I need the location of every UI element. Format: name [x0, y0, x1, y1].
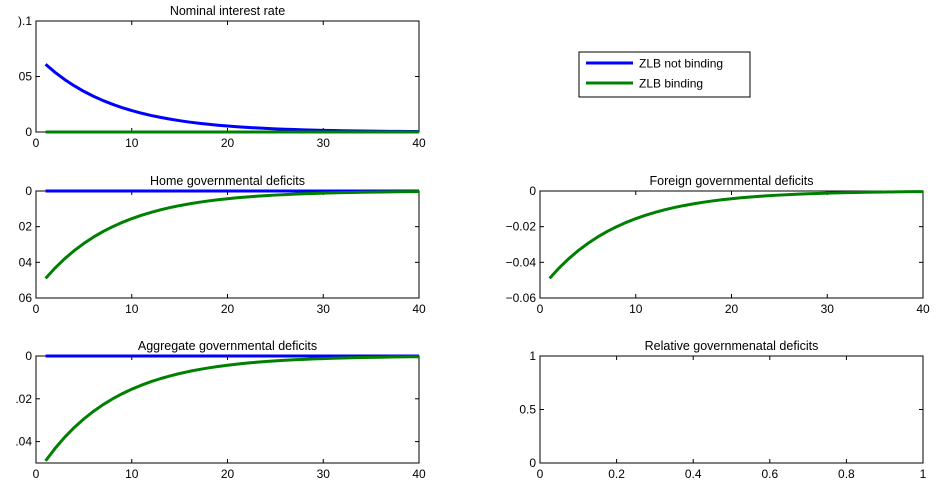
x-tick-label: 20 — [221, 302, 235, 316]
x-tick-label: 0.4 — [685, 467, 702, 481]
x-tick-label: 30 — [317, 302, 331, 316]
x-tick-label: 20 — [725, 302, 739, 316]
x-tick-label: 0 — [537, 302, 544, 316]
y-tick-label: −0.06 — [506, 291, 537, 305]
y-tick-label: ).1 — [18, 14, 32, 28]
x-tick-label: 0.6 — [761, 467, 778, 481]
y-tick-label: −0.04 — [506, 255, 537, 269]
x-tick-label: 20 — [221, 467, 235, 481]
axes-foreign — [539, 190, 924, 299]
x-tick-label: 10 — [125, 302, 139, 316]
panel-title: Nominal interest rate — [170, 4, 285, 18]
y-tick-label: 0 — [25, 184, 32, 198]
series-line-zlb-binding — [44, 190, 420, 280]
panel-aggregate: Aggregate governmental deficits 0 10 20 30 40… — [15, 339, 426, 481]
panel-title: Relative governmenatal deficits — [645, 339, 819, 353]
y-tick-label: 0.5 — [519, 403, 536, 417]
panel-title: Aggregate governmental deficits — [138, 339, 317, 353]
y-tick-label: 0 — [25, 349, 32, 363]
y-tick-label: 0 — [529, 456, 536, 470]
panel-nominal: Nominal interest rate 0 10 20 30 40 0 05 ).1 — [18, 4, 426, 150]
x-tick-label: 30 — [821, 302, 835, 316]
x-tick-label: 0.8 — [838, 467, 855, 481]
y-tick-label: 0 — [25, 125, 32, 139]
panel-title: Foreign governmental deficits — [650, 174, 814, 188]
axes-nominal — [35, 20, 420, 133]
x-tick-label: 30 — [317, 136, 331, 150]
x-tick-label: 40 — [916, 302, 930, 316]
panel-home: Home governmental deficits 0 10 20 30 40 06 04 0… — [19, 174, 426, 316]
x-tick-label: 40 — [412, 136, 426, 150]
x-tick-label: 0.2 — [608, 467, 625, 481]
legend-label-zlb-not-binding: ZLB not binding — [639, 57, 723, 71]
x-tick-label: 20 — [221, 136, 235, 150]
x-tick-label: 0 — [33, 467, 40, 481]
axes-relative — [539, 355, 924, 464]
axes-home — [35, 190, 420, 299]
legend-label-zlb-binding: ZLB binding — [639, 77, 703, 91]
x-tick-label: 0 — [537, 467, 544, 481]
y-tick-label: 06 — [19, 291, 33, 305]
panel-title: Home governmental deficits — [150, 174, 305, 188]
y-tick-label: 04 — [19, 255, 33, 269]
axes-aggregate — [35, 355, 420, 464]
y-tick-label: 05 — [19, 70, 33, 84]
series-line-zlb-binding — [44, 355, 420, 462]
x-tick-label: 40 — [412, 302, 426, 316]
x-tick-label: 0 — [33, 302, 40, 316]
panel-relative: Relative governmenatal deficits 0 0.2 0.4 0.… — [519, 339, 926, 481]
x-tick-label: 10 — [629, 302, 643, 316]
series-line-zlb-binding — [548, 190, 924, 280]
y-tick-label: −0.02 — [506, 220, 537, 234]
panel-foreign: Foreign governmental deficits 0 10 20 30 40 −0… — [506, 174, 930, 316]
x-tick-label: 1 — [920, 467, 927, 481]
x-tick-label: 30 — [317, 467, 331, 481]
y-tick-label: 0 — [529, 184, 536, 198]
y-tick-label: 02 — [19, 220, 33, 234]
y-tick-label: 1 — [529, 349, 536, 363]
y-tick-label: .04 — [15, 435, 32, 449]
x-tick-label: 40 — [412, 467, 426, 481]
x-tick-label: 10 — [125, 467, 139, 481]
x-tick-label: 10 — [125, 136, 139, 150]
x-tick-label: 0 — [33, 136, 40, 150]
y-tick-label: .02 — [15, 392, 32, 406]
legend-box — [578, 51, 751, 98]
legend: ZLB not binding ZLB binding — [578, 51, 751, 98]
